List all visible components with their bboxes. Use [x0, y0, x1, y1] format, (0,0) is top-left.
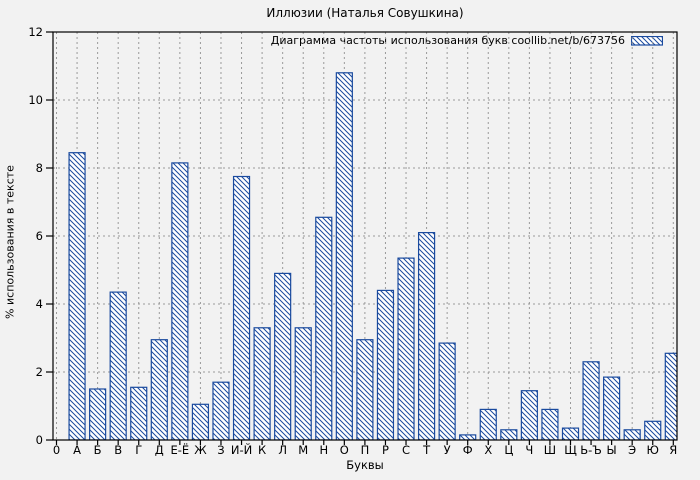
- bar-А: [68, 152, 86, 440]
- bar-Г: [130, 386, 148, 440]
- bar-Б: [89, 388, 107, 440]
- x-tick-label: Х: [484, 443, 492, 457]
- legend: Диаграмма частоты использования букв coo…: [271, 35, 663, 47]
- x-tick-label: П: [361, 443, 370, 457]
- x-tick-label: 0: [53, 443, 60, 457]
- x-tick-label: Р: [382, 443, 389, 457]
- y-tick-label: 4: [36, 297, 43, 311]
- y-tick-label: 10: [28, 93, 43, 107]
- bar-Ы: [603, 376, 621, 440]
- bar-Ц: [500, 429, 518, 440]
- bar-К: [253, 327, 271, 440]
- bar-Э: [623, 429, 641, 440]
- bar-Ф: [459, 434, 477, 440]
- x-tick-label: Ы: [607, 443, 617, 457]
- x-tick-label: Л: [278, 443, 287, 457]
- x-tick-label: О: [340, 443, 349, 457]
- hatched-bar-swatch-icon: [631, 36, 663, 46]
- x-tick-label: М: [298, 443, 308, 457]
- x-tick-label: Щ: [564, 443, 577, 457]
- legend-swatch-rect: [631, 36, 663, 46]
- x-tick-label: Ж: [194, 443, 207, 457]
- bar-Ш: [541, 408, 559, 440]
- x-tick-label: Ш: [544, 443, 556, 457]
- y-tick-label: 12: [28, 25, 43, 39]
- x-tick-label: Ю: [647, 443, 659, 457]
- bar-Щ: [561, 427, 580, 440]
- x-tick-label: У: [444, 443, 451, 457]
- bar-Т: [417, 232, 436, 440]
- bar-Ю: [644, 420, 662, 440]
- x-tick-label: Т: [422, 443, 431, 457]
- x-axis-label: Буквы: [346, 458, 384, 472]
- x-tick-label: Я: [669, 443, 677, 457]
- bar-С: [397, 257, 415, 440]
- x-tick-label: Н: [319, 443, 328, 457]
- x-tick-label: Ц: [504, 443, 513, 457]
- bar-Р: [376, 289, 395, 440]
- bar-Н: [315, 216, 333, 440]
- x-tick-label: К: [258, 443, 266, 457]
- x-tick-label: Д: [155, 443, 164, 457]
- bar-Ь-Ъ: [582, 361, 600, 440]
- x-tick-label: Ф: [463, 443, 473, 457]
- y-tick-label: 0: [36, 433, 43, 447]
- bar-У: [438, 342, 456, 440]
- y-tick-label: 2: [36, 365, 43, 379]
- bar-Ж: [191, 403, 210, 440]
- chart-title: Иллюзии (Наталья Совушкина): [266, 6, 464, 20]
- bar-О: [335, 72, 353, 440]
- bar-Д: [150, 339, 168, 440]
- bar-М: [294, 327, 312, 440]
- legend-label: Диаграмма частоты использования букв coo…: [270, 34, 625, 47]
- bar-И-Й: [232, 175, 251, 440]
- bar-Л: [274, 272, 292, 440]
- y-tick-label: 6: [36, 229, 43, 243]
- x-tick-label: С: [402, 443, 410, 457]
- bar-В: [109, 291, 127, 440]
- x-tick-label: Ч: [525, 443, 533, 457]
- x-tick-label: А: [73, 443, 81, 457]
- bar-З: [212, 381, 230, 440]
- x-tick-label: З: [217, 443, 224, 457]
- y-tick-label: 8: [36, 161, 43, 175]
- x-tick-label: Г: [135, 443, 142, 457]
- x-tick-label: И-Й: [231, 442, 252, 457]
- x-tick-label: Э: [628, 443, 636, 457]
- bar-Х: [479, 408, 497, 440]
- x-tick-label: Е-Ё: [171, 442, 190, 457]
- bar-Ч: [520, 390, 538, 440]
- bar-Я: [664, 352, 677, 440]
- bar-Е-Ё: [171, 162, 189, 440]
- x-tick-label: Б: [94, 443, 102, 457]
- x-tick-label: В: [114, 443, 122, 457]
- bar-П: [356, 339, 374, 440]
- x-tick-label: Ь-Ъ: [580, 443, 602, 457]
